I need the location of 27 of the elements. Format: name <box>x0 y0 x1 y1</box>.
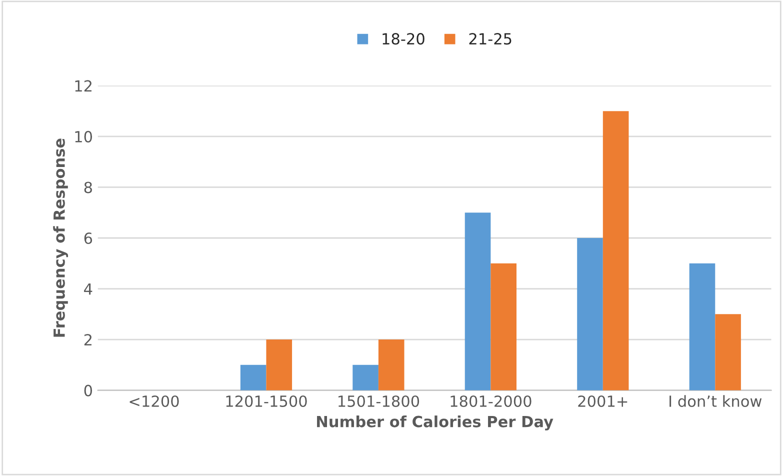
y-tick-label: 6 <box>84 232 92 244</box>
bar <box>352 364 378 390</box>
bar <box>490 263 516 390</box>
y-tick-label: 0 <box>84 384 92 396</box>
y-tick-label: 8 <box>84 182 92 194</box>
y-axis-title: Frequency of Response <box>53 138 68 337</box>
y-tick-label: 12 <box>75 80 92 92</box>
x-axis-title: Number of Calories Per Day <box>317 416 554 430</box>
x-tick-label: 2001+ <box>578 395 628 408</box>
y-tick-label: 10 <box>75 130 92 142</box>
bar <box>715 314 741 390</box>
x-tick-label: 1201-1500 <box>226 395 307 408</box>
bar <box>464 212 491 390</box>
bar <box>689 263 716 390</box>
bar <box>602 111 629 390</box>
x-tick-label: 1501-1800 <box>338 395 420 408</box>
legend-label: 18-20 <box>382 33 424 45</box>
bar <box>240 364 266 390</box>
bar <box>577 238 603 390</box>
bar <box>378 340 404 390</box>
legend-label: 21-25 <box>469 33 512 45</box>
y-tick-label: 4 <box>84 283 92 295</box>
bar <box>266 340 292 390</box>
x-tick-label: I don’t know <box>670 395 762 408</box>
y-tick-label: 2 <box>84 334 92 346</box>
x-tick-label: 1801-2000 <box>450 395 532 408</box>
x-tick-label: <1200 <box>130 395 179 408</box>
